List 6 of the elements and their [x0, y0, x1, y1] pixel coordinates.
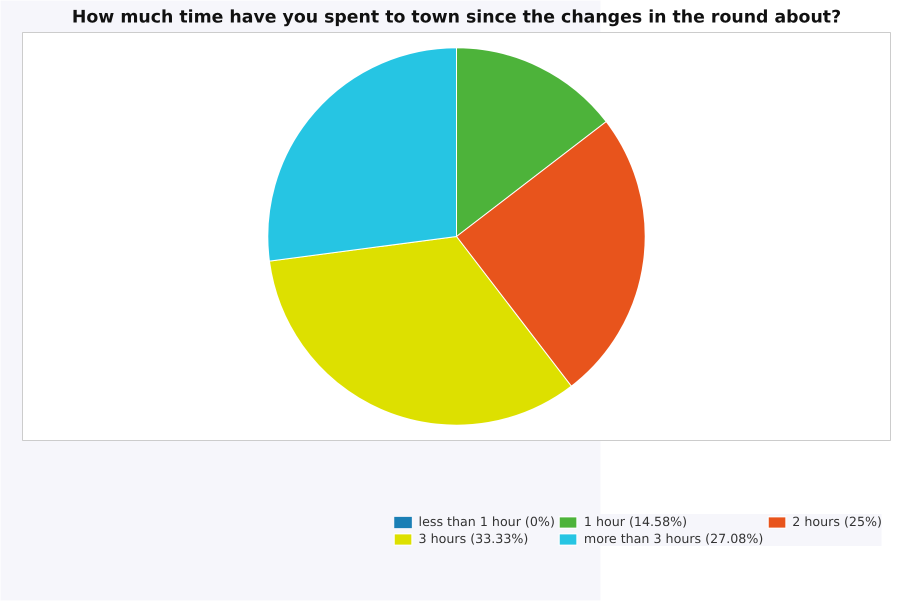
chart-title: How much time have you spent to town since the changes in the round about?: [72, 8, 842, 28]
legend-label: 3 hours (33.33%): [418, 531, 528, 546]
legend-label: more than 3 hours (27.08%): [584, 531, 764, 546]
legend-label: less than 1 hour (0%): [418, 514, 555, 529]
legend-label: 2 hours (25%): [792, 514, 882, 529]
legend-label: 1 hour (14.58%): [584, 514, 688, 529]
